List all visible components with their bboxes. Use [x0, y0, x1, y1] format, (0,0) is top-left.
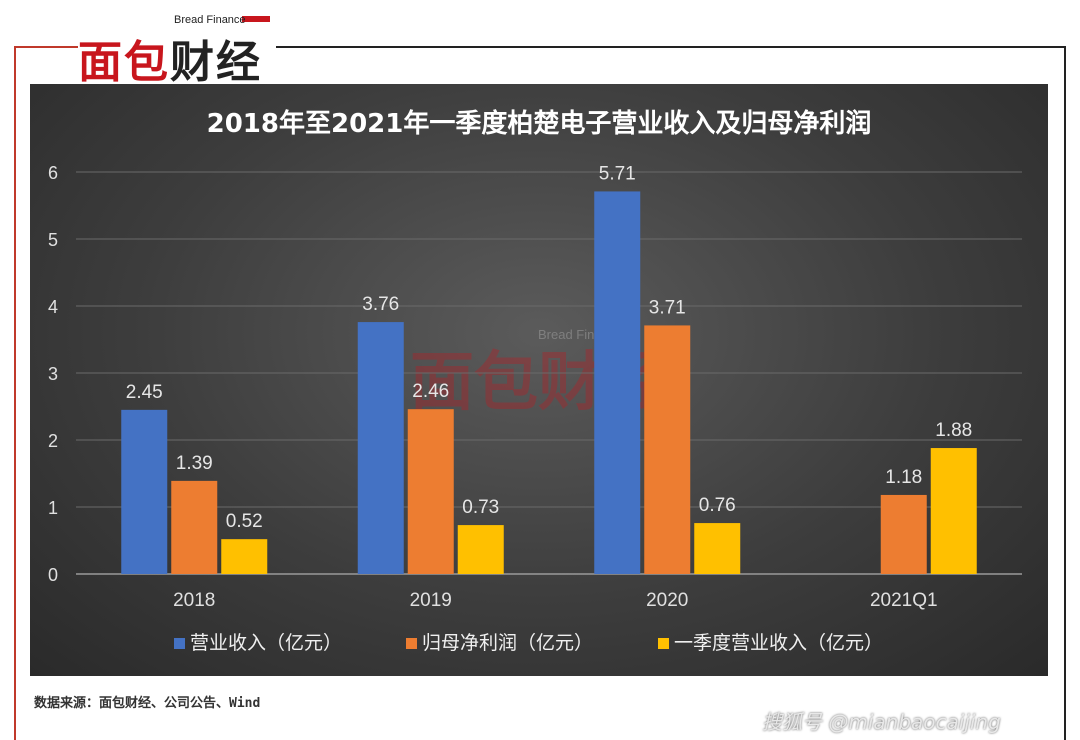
data-label: 1.18	[885, 467, 922, 488]
bar-1	[121, 409, 168, 574]
logo-chinese-text: 面包财经	[78, 26, 262, 90]
bar-3	[694, 523, 741, 574]
x-tick-label: 2021Q1	[870, 590, 938, 611]
frame-border-top-right	[276, 46, 1066, 48]
data-label: 1.39	[176, 453, 213, 474]
x-tick-label: 2020	[646, 590, 688, 611]
data-label: 2.46	[412, 381, 449, 402]
data-label: 0.52	[226, 511, 263, 532]
bar-3	[930, 448, 977, 574]
legend-label: 营业收入（亿元）	[190, 632, 342, 654]
chart-panel: 2018年至2021年一季度柏楚电子营业收入及归母净利润 Bread Finan…	[30, 84, 1048, 676]
y-tick-label: 2	[48, 431, 58, 451]
bar-1	[594, 191, 641, 574]
bars	[121, 191, 977, 574]
logo-text-red: 面包	[78, 37, 170, 88]
legend: 营业收入（亿元） 归母净利润（亿元） 一季度营业收入（亿元）	[174, 632, 883, 654]
legend-swatch	[658, 638, 669, 649]
bar-3	[221, 539, 268, 574]
y-tick-label: 4	[48, 297, 58, 317]
y-tick-label: 1	[48, 498, 58, 518]
bar-chart: 2018年至2021年一季度柏楚电子营业收入及归母净利润 Bread Finan…	[48, 108, 1022, 654]
legend-swatch	[174, 638, 185, 649]
x-tick-label: 2018	[173, 590, 215, 611]
bar-3	[457, 525, 504, 574]
bar-2	[644, 325, 691, 574]
bar-2	[407, 409, 454, 574]
data-label: 3.71	[649, 297, 686, 318]
data-label: 0.76	[699, 495, 736, 516]
chart-title: 2018年至2021年一季度柏楚电子营业收入及归母净利润	[207, 108, 872, 139]
frame-border-right	[1064, 46, 1066, 740]
source-note: 数据来源：面包财经、公司公告、Wind	[34, 696, 261, 711]
y-tick-label: 3	[48, 364, 58, 384]
data-labels: 2.45 1.39 0.52 3.76 2.46 0.73 5.71 3.71 0.76 1.18…	[126, 163, 972, 532]
logo-english-text: Bread Finance	[174, 14, 246, 26]
axes: 0 1 2 3 4 5 6 2018 2019 2020 2021Q1	[48, 163, 938, 611]
data-label: 0.73	[462, 497, 499, 518]
frame-border-top-left	[14, 46, 78, 48]
data-label: 2.45	[126, 382, 163, 403]
bar-1	[357, 322, 404, 574]
bar-2	[171, 480, 218, 574]
y-tick-label: 5	[48, 230, 58, 250]
logo-text-dark: 财经	[170, 37, 262, 88]
x-tick-label: 2019	[410, 590, 452, 611]
bar-2	[880, 494, 927, 574]
frame-border-left	[14, 46, 16, 740]
credit-watermark: 搜狐号 @mianbaocaijing	[762, 710, 1001, 734]
logo-accent-bar	[242, 16, 270, 22]
y-tick-label: 6	[48, 163, 58, 183]
data-label: 3.76	[362, 294, 399, 315]
y-tick-label: 0	[48, 565, 58, 585]
data-label: 5.71	[599, 163, 636, 184]
data-label: 1.88	[935, 420, 972, 441]
legend-label: 归母净利润（亿元）	[422, 632, 593, 654]
gridlines	[76, 171, 1022, 575]
legend-label: 一季度营业收入（亿元）	[674, 632, 883, 654]
brand-logo: Bread Finance 面包财经	[78, 14, 274, 88]
legend-swatch	[406, 638, 417, 649]
